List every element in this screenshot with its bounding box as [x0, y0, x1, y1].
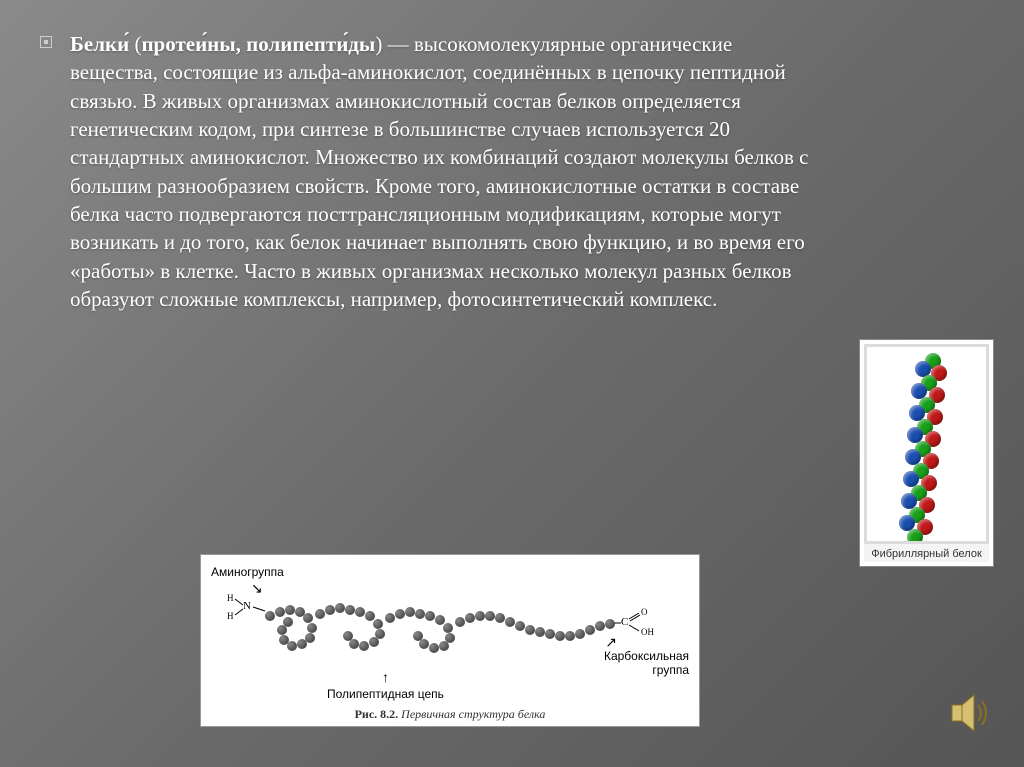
main-body-text: высокомолекулярные органические вещества…	[70, 32, 808, 311]
chain-bead	[265, 611, 275, 621]
label-polypeptide-chain: Полипептидная цепь	[327, 687, 444, 701]
chain-bead	[545, 629, 555, 639]
chain-bead	[425, 611, 435, 621]
chain-bead	[373, 619, 383, 629]
figure-fibrillar-protein: Фибриллярный белок	[859, 339, 994, 567]
chain-bead	[395, 609, 405, 619]
chain-bead	[555, 631, 565, 641]
chain-bead	[525, 625, 535, 635]
chain-bead	[465, 613, 475, 623]
chain-bead	[443, 623, 453, 633]
fibrillar-protein-graphic	[864, 344, 989, 544]
chain-bead	[505, 617, 515, 627]
chain-bead	[343, 631, 353, 641]
chain-bead	[285, 605, 295, 615]
chain-bead	[419, 639, 429, 649]
chain-bead	[359, 641, 369, 651]
chain-bead	[345, 605, 355, 615]
chain-bead	[335, 603, 345, 613]
chain-bead	[415, 609, 425, 619]
chain-bead	[439, 641, 449, 651]
chain-bead	[287, 641, 297, 651]
svg-text:C: C	[621, 616, 628, 628]
label-amino-group: Аминогруппа	[211, 565, 284, 579]
fibrillar-caption: Фибриллярный белок	[864, 544, 989, 562]
chain-bead	[303, 613, 313, 623]
svg-text:N: N	[243, 600, 251, 612]
paren-close: ) —	[375, 32, 414, 56]
chain-bead	[585, 625, 595, 635]
chain-bead	[307, 623, 317, 633]
chain-bead	[297, 639, 307, 649]
chain-bead	[429, 643, 439, 653]
svg-text:O: O	[641, 607, 648, 617]
chain-bead	[349, 639, 359, 649]
main-paragraph: Белки́ (протеи́ны, полипепти́ды) — высок…	[70, 30, 810, 313]
figure-primary-structure: Аминогруппа Полипептидная цепь Карбоксил…	[200, 554, 700, 727]
chain-bead	[515, 621, 525, 631]
sound-icon[interactable]	[946, 689, 994, 737]
chain-bead	[595, 621, 605, 631]
helix-bead	[907, 529, 923, 544]
chain-bead	[455, 617, 465, 627]
chain-bead	[565, 631, 575, 641]
chain-bead	[283, 617, 293, 627]
primary-structure-caption: Рис. 8.2. Первичная структура белка	[207, 703, 693, 722]
primary-structure-graphic: Аминогруппа Полипептидная цепь Карбоксил…	[207, 563, 693, 703]
chain-bead	[369, 637, 379, 647]
paren-open: (	[129, 32, 141, 56]
fig-title: Первичная структура белка	[401, 707, 545, 721]
chain-bead	[605, 619, 615, 629]
fig-number: Рис. 8.2.	[355, 707, 399, 721]
chain-bead	[575, 629, 585, 639]
chain-bead	[385, 613, 395, 623]
svg-text:H: H	[227, 593, 234, 603]
bullet-marker-icon	[40, 36, 52, 48]
svg-text:OH: OH	[641, 627, 654, 637]
label-carboxyl-group: Карбоксильная группа	[589, 649, 689, 677]
term-proteins: Белки́	[70, 32, 129, 56]
chain-bead	[475, 611, 485, 621]
chain-bead	[325, 605, 335, 615]
amino-group-formula-icon: H N H	[225, 587, 275, 627]
chain-bead	[315, 609, 325, 619]
carboxyl-group-formula-icon: C O OH	[613, 603, 673, 643]
chain-bead	[405, 607, 415, 617]
chain-bead	[275, 607, 285, 617]
chain-bead	[413, 631, 423, 641]
chain-bead	[495, 613, 505, 623]
chain-bead	[485, 611, 495, 621]
slide-content: Белки́ (протеи́ны, полипепти́ды) — высок…	[0, 0, 1024, 767]
chain-bead	[535, 627, 545, 637]
term-synonyms: протеи́ны, полипепти́ды	[141, 32, 375, 56]
svg-text:H: H	[227, 611, 234, 621]
chain-bead	[355, 607, 365, 617]
chain-bead	[279, 635, 289, 645]
arrow-chain-icon: ↑	[382, 671, 389, 687]
